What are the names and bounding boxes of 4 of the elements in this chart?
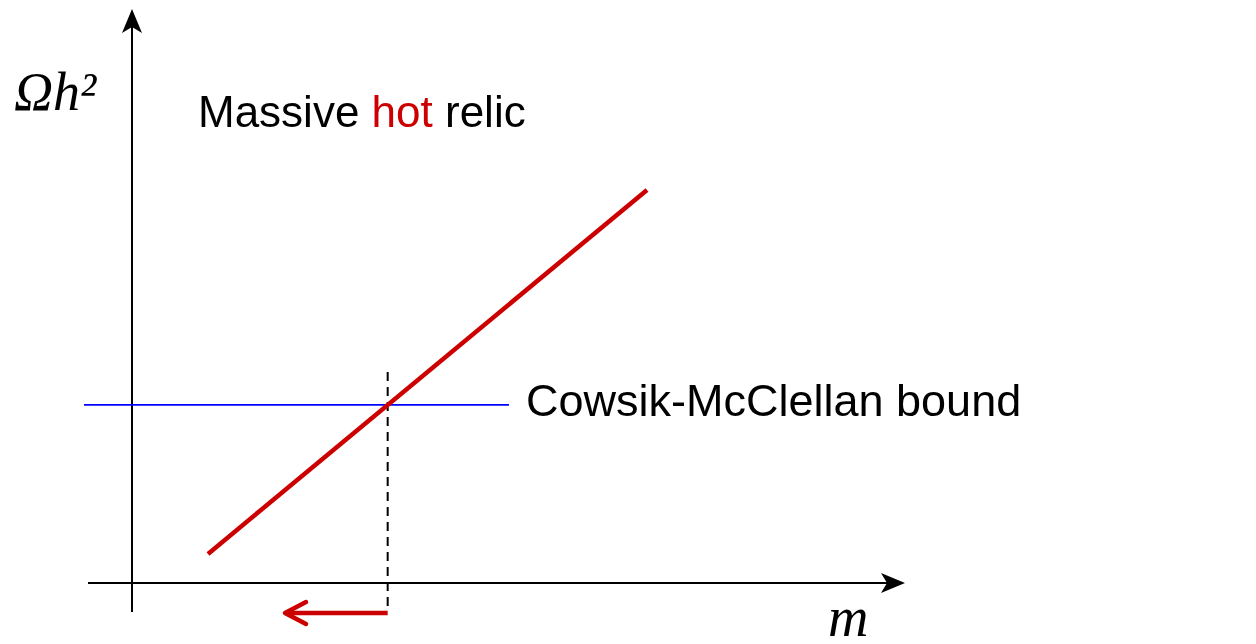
x-axis-title: m (828, 586, 869, 644)
y-axis-title: Ωh² (14, 62, 98, 122)
ref-line-label: Cowsik-McClellan bound (526, 374, 1022, 426)
chart-title: Massive hot relic (198, 87, 526, 136)
